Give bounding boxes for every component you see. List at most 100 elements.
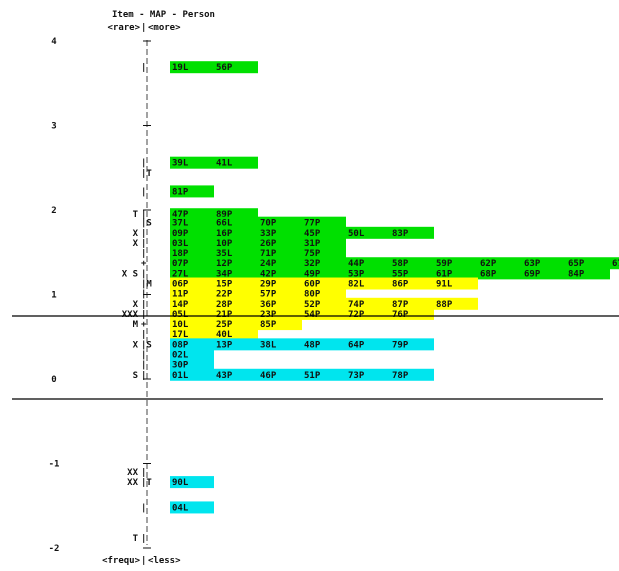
map-title: Item - MAP - Person bbox=[112, 10, 215, 20]
map-row: | 17L 40L bbox=[141, 328, 258, 341]
item-label: 60P bbox=[304, 280, 321, 290]
axis-marker: |S bbox=[141, 340, 152, 350]
item-label: 86P bbox=[392, 280, 409, 290]
item-label: 29P bbox=[260, 280, 277, 290]
person-marker: XX bbox=[127, 478, 138, 488]
item-label: 50L bbox=[348, 229, 365, 239]
item-label: 78P bbox=[392, 371, 409, 381]
item-label: 51P bbox=[304, 371, 321, 381]
axis-marker: | bbox=[141, 300, 146, 310]
axis-marker: | bbox=[141, 290, 146, 300]
item-label: 41L bbox=[216, 159, 233, 169]
axis-marker: | bbox=[141, 371, 146, 381]
item-label: 46P bbox=[260, 371, 277, 381]
item-label: 68P bbox=[480, 269, 497, 279]
item-label: 14P bbox=[172, 300, 189, 310]
item-label: 84P bbox=[568, 269, 585, 279]
axis-marker: | bbox=[141, 210, 146, 220]
item-label: 07P bbox=[172, 259, 189, 269]
item-label: 77P bbox=[304, 219, 321, 229]
item-label: 47P bbox=[172, 210, 189, 220]
item-label: 63P bbox=[524, 259, 541, 269]
item-band-highlight bbox=[170, 267, 610, 280]
map-row: +07P 12P 24P 32P 44P 58P 59P 62P 63P 65P 67 bbox=[141, 257, 619, 270]
item-label: 62P bbox=[480, 259, 497, 269]
item-band-highlight bbox=[170, 226, 434, 239]
item-label: 75P bbox=[304, 249, 321, 259]
item-band-highlight bbox=[170, 257, 619, 270]
item-label: 31P bbox=[304, 239, 321, 249]
map-row: X S | 27L 34P 42P 49P 53P 55P 61P 68P 69P 84P bbox=[122, 267, 610, 280]
item-band-highlight bbox=[170, 287, 346, 300]
y-tick-label: 1 bbox=[51, 291, 56, 301]
map-row: | 81P bbox=[141, 185, 214, 198]
header-right-label: <more> bbox=[148, 23, 181, 33]
header-divider: | bbox=[141, 23, 146, 33]
item-label: 71P bbox=[260, 249, 277, 259]
item-label: 74P bbox=[348, 300, 365, 310]
header-left-label: <rare> bbox=[107, 23, 140, 33]
item-label: 61P bbox=[436, 269, 453, 279]
axis-marker: |S bbox=[141, 219, 152, 229]
item-band-highlight bbox=[170, 156, 258, 169]
axis-marker: |M bbox=[141, 280, 152, 290]
map-row: S | 01L 43P 46P 51P 73P 78P bbox=[133, 368, 434, 381]
item-label: 08P bbox=[172, 340, 189, 350]
person-marker: M bbox=[133, 320, 139, 330]
item-label: 10L bbox=[172, 320, 189, 330]
axis-marker: | bbox=[141, 269, 146, 279]
item-label: 05L bbox=[172, 310, 189, 320]
item-band-highlight bbox=[170, 501, 214, 514]
y-tick-label: 4 bbox=[51, 37, 57, 47]
item-label: 64P bbox=[348, 340, 365, 350]
item-label: 04L bbox=[172, 503, 189, 513]
person-marker: S bbox=[133, 371, 138, 381]
item-label: 26P bbox=[260, 239, 277, 249]
map-row: | 19L 56P bbox=[141, 61, 258, 74]
person-marker: X S bbox=[122, 269, 138, 279]
item-band-highlight bbox=[170, 328, 258, 341]
item-label: 24P bbox=[260, 259, 277, 269]
axis-marker: | bbox=[141, 503, 146, 513]
axis-marker: | bbox=[141, 187, 146, 197]
item-label: 57P bbox=[260, 290, 277, 300]
item-label: 22P bbox=[216, 290, 233, 300]
item-band-highlight bbox=[170, 61, 258, 74]
map-row: XXX | 05L 21P 23P 54P 72P 76P bbox=[122, 307, 434, 320]
y-tick-label: 2 bbox=[51, 206, 56, 216]
map-row: | 18P 35L 71P 75P bbox=[141, 247, 346, 260]
item-label: 67 bbox=[612, 259, 619, 269]
item-label: 32P bbox=[304, 259, 321, 269]
axis-marker: | bbox=[141, 249, 146, 259]
item-label: 39L bbox=[172, 159, 189, 169]
item-label: 40L bbox=[216, 330, 233, 340]
item-label: 44P bbox=[348, 259, 365, 269]
item-band-highlight bbox=[170, 277, 478, 290]
item-label: 83P bbox=[392, 229, 409, 239]
y-tick-label: -2 bbox=[49, 544, 60, 554]
item-label: 54P bbox=[304, 310, 321, 320]
item-band-highlight bbox=[170, 358, 214, 371]
item-label: 52P bbox=[304, 300, 321, 310]
item-label: 55P bbox=[392, 269, 409, 279]
axis-marker: | bbox=[141, 229, 146, 239]
map-row: | 39L 41L bbox=[141, 156, 258, 169]
axis-marker: + bbox=[141, 259, 147, 269]
item-label: 21P bbox=[216, 310, 233, 320]
item-label: 58P bbox=[392, 259, 409, 269]
item-label: 35L bbox=[216, 249, 233, 259]
item-label: 17L bbox=[172, 330, 189, 340]
map-row: XX | bbox=[127, 468, 146, 478]
item-label: 12P bbox=[216, 259, 233, 269]
footer-right-label: <less> bbox=[148, 556, 181, 566]
item-label: 06P bbox=[172, 280, 189, 290]
map-row: | 30P bbox=[141, 358, 214, 371]
axis-marker: | bbox=[141, 239, 146, 249]
axis-marker: + bbox=[141, 320, 147, 330]
item-band-highlight bbox=[170, 307, 434, 320]
item-label: 15P bbox=[216, 280, 233, 290]
item-band-highlight bbox=[170, 476, 214, 489]
item-label: 18P bbox=[172, 249, 189, 259]
item-band-highlight bbox=[170, 318, 302, 331]
